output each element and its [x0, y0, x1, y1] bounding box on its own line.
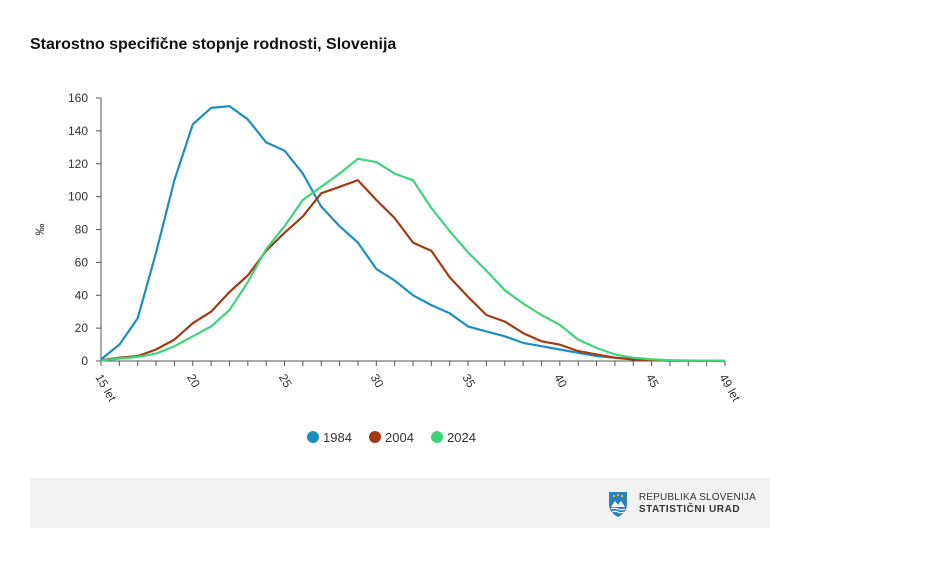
x-axis: 15 let 20 25 30 35 40 45 49 let: [92, 360, 744, 405]
x-tick-label: 15 let: [92, 372, 119, 405]
y-tick-label: 100: [68, 190, 88, 204]
y-tick-label: 120: [68, 157, 88, 171]
y-tick-label: 0: [81, 354, 88, 368]
x-tick-label: 30: [368, 372, 387, 391]
surs-logo: REPUBLIKA SLOVENIJA STATISTIČNI URAD: [607, 490, 756, 518]
series-line-2004: [100, 179, 726, 363]
y-axis: 0 20 40 60 80 100 120 140 160 ‰: [33, 91, 102, 368]
coat-of-arms-icon: [608, 492, 627, 517]
x-tick-label: 35: [459, 372, 478, 391]
footer-bar: REPUBLIKA SLOVENIJA STATISTIČNI URAD: [30, 478, 770, 528]
line-chart: 0 20 40 60 80 100 120 140 160 ‰ 15 let 20 25 30 35 40 4…: [33, 91, 744, 445]
y-tick-label: 140: [68, 124, 88, 138]
x-tick-label: 40: [551, 372, 570, 391]
y-tick-label: 80: [75, 223, 89, 237]
chart-title: Starostno specifične stopnje rodnosti, S…: [30, 36, 397, 53]
y-tick-label: 40: [75, 288, 89, 302]
series-lines: [100, 105, 726, 363]
x-tick-label: 20: [184, 372, 203, 391]
legend-marker-1984: [307, 431, 319, 443]
series-line-2024: [100, 157, 726, 362]
x-tick-label: 49 let: [716, 372, 743, 405]
x-tick-label: 45: [643, 372, 662, 391]
logo-line-2: STATISTIČNI URAD: [638, 504, 741, 515]
legend-marker-2004: [369, 431, 381, 443]
y-tick-label: 20: [75, 321, 89, 335]
legend-label-1984: 1984: [323, 430, 352, 445]
legend-label-2024: 2024: [447, 430, 476, 445]
legend-label-2004: 2004: [385, 430, 414, 445]
x-tick-label: 25: [276, 372, 295, 391]
y-axis-label: ‰: [33, 224, 47, 236]
y-tick-label: 160: [68, 91, 88, 105]
logo-line-1: REPUBLIKA SLOVENIJA: [638, 492, 756, 503]
legend-marker-2024: [431, 431, 443, 443]
legend: 1984 2004 2024: [307, 430, 476, 445]
y-tick-label: 60: [75, 255, 89, 269]
